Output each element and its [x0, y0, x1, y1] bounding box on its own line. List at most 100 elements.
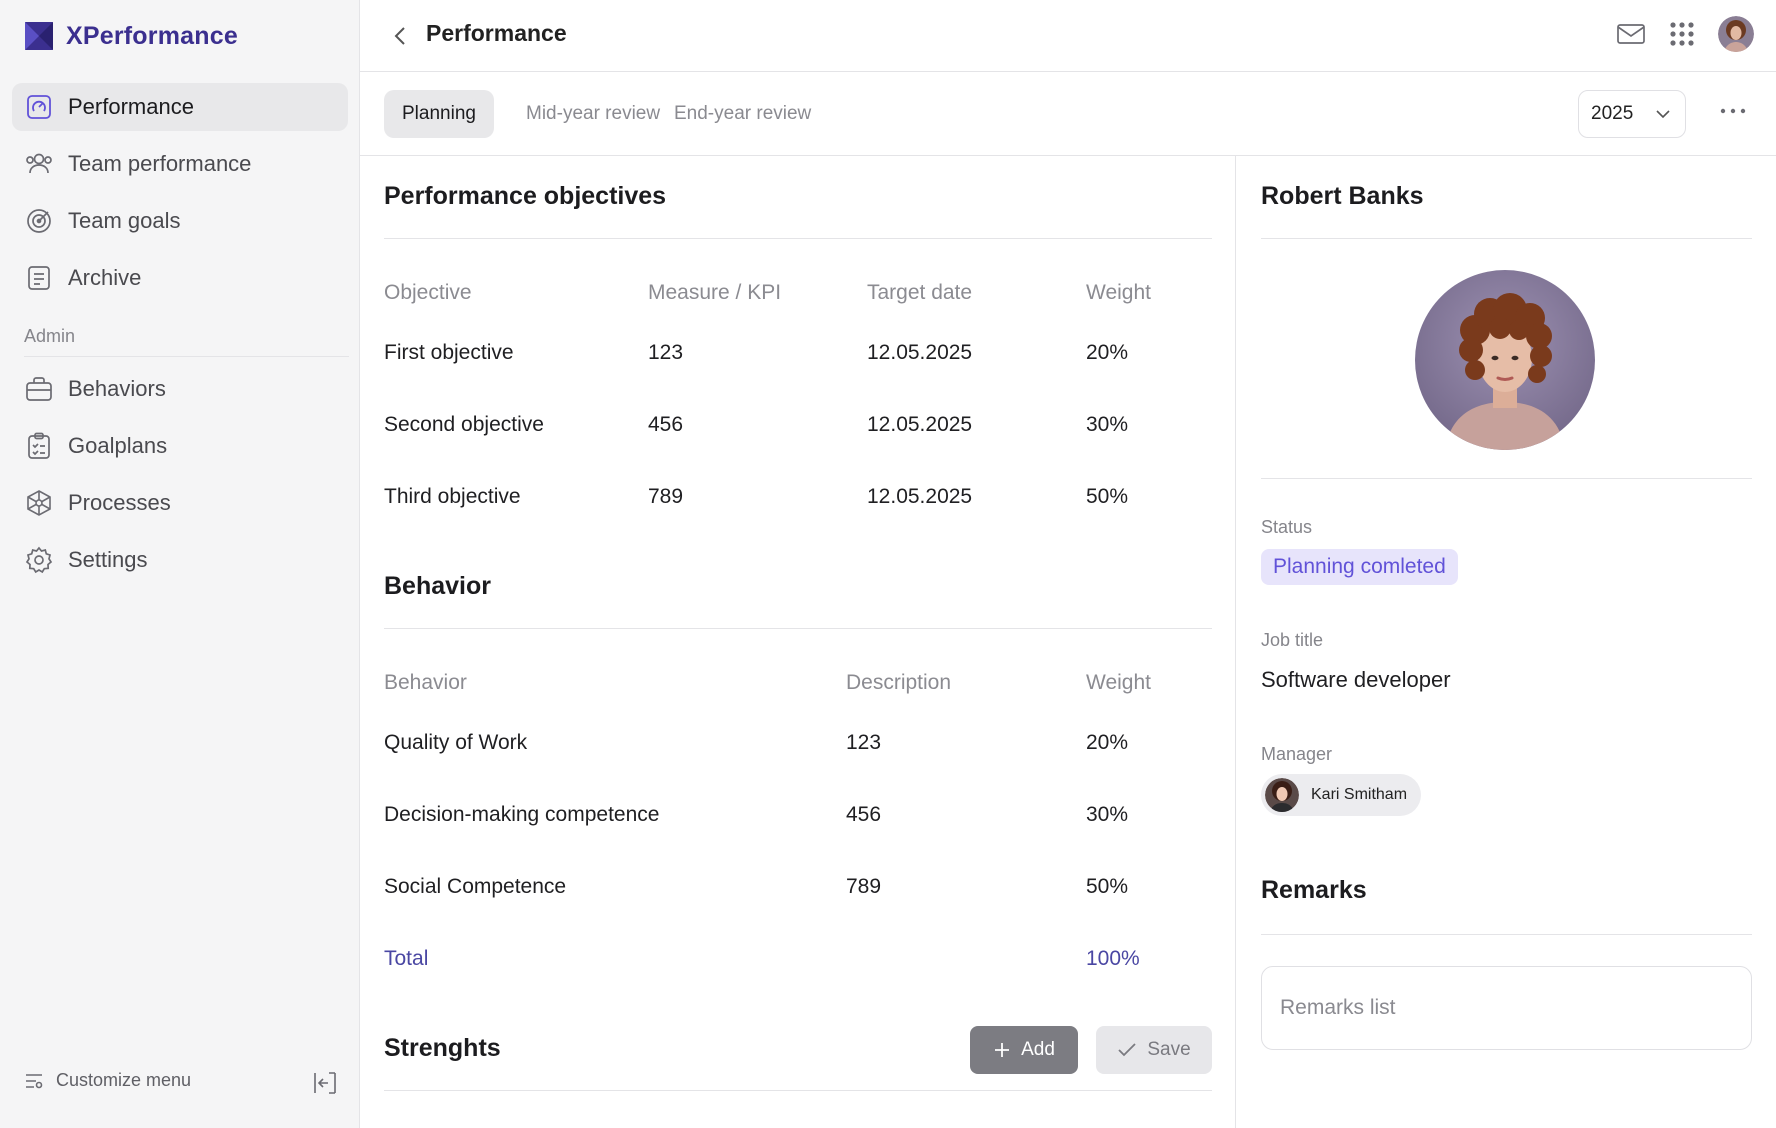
save-button[interactable]: Save: [1096, 1026, 1212, 1074]
archive-icon: [24, 263, 54, 293]
tabs-bar: Planning Mid-year review End-year review…: [360, 72, 1776, 156]
column-header: Weight: [1086, 671, 1151, 694]
manager-name: Kari Smitham: [1311, 786, 1408, 803]
divider: [384, 628, 1212, 629]
table-cell: 123: [846, 731, 882, 754]
table-cell: 789: [846, 875, 882, 898]
mail-icon[interactable]: [1616, 22, 1646, 46]
table-cell: 456: [846, 803, 882, 826]
back-button[interactable]: [390, 24, 412, 53]
status-label: Status: [1261, 517, 1313, 537]
add-button[interactable]: Add: [970, 1026, 1078, 1074]
clipboard-icon: [24, 431, 54, 461]
table-cell: 12.05.2025: [867, 413, 973, 436]
menu-settings-icon: [26, 1073, 43, 1088]
behavior-title: Behavior: [384, 572, 491, 600]
top-bar: Performance: [360, 0, 1776, 72]
table-cell: Second objective: [384, 413, 544, 436]
sidebar-item-behaviors[interactable]: Behaviors: [12, 365, 348, 413]
tab-mid-year-review[interactable]: Mid-year review: [526, 103, 661, 124]
objectives-title: Performance objectives: [384, 182, 667, 210]
collapse-sidebar-button[interactable]: [312, 1070, 338, 1101]
job-title-value: Software developer: [1261, 667, 1451, 692]
check-icon: [1118, 1043, 1136, 1057]
logo-icon: [25, 22, 53, 50]
table-cell: 50%: [1086, 875, 1129, 898]
employee-photo: [1415, 270, 1595, 450]
table-cell: 456: [648, 413, 684, 436]
column-header: Measure / KPI: [648, 281, 782, 304]
app-name: XPerformance: [66, 21, 238, 50]
customize-menu-label: Customize menu: [56, 1070, 192, 1090]
sidebar-item-label: Team performance: [68, 151, 252, 176]
column-header: Description: [846, 671, 952, 694]
performance-icon: [24, 92, 54, 122]
sidebar-item-settings[interactable]: Settings: [12, 536, 348, 584]
year-value: 2025: [1591, 103, 1634, 124]
sidebar-item-team-goals[interactable]: Team goals: [12, 197, 348, 245]
table-cell: 30%: [1086, 803, 1129, 826]
team-icon: [24, 149, 54, 179]
chevron-down-icon: [1656, 110, 1670, 119]
remarks-placeholder: Remarks list: [1280, 996, 1396, 1019]
table-cell: 789: [648, 485, 684, 508]
tab-end-year-review[interactable]: End-year review: [674, 103, 812, 124]
collapse-icon: [314, 1072, 336, 1094]
table-cell: 30%: [1086, 413, 1129, 436]
strengths-title: Strenghts: [384, 1034, 501, 1062]
save-button-label: Save: [1147, 1039, 1191, 1060]
table-cell: 20%: [1086, 731, 1129, 754]
table-cell: Decision-making competence: [384, 803, 660, 826]
sidebar-item-label: Goalplans: [68, 433, 168, 458]
more-options-button[interactable]: [1720, 102, 1746, 120]
add-button-label: Add: [1021, 1039, 1055, 1060]
divider: [1261, 238, 1752, 239]
sidebar-item-label: Archive: [68, 265, 142, 290]
sidebar-item-label: Team goals: [68, 208, 181, 233]
divider: [384, 1090, 1212, 1091]
job-title-label: Job title: [1261, 630, 1324, 650]
gear-icon: [24, 545, 54, 575]
divider: [384, 238, 1212, 239]
table-cell: Third objective: [384, 485, 521, 508]
admin-section-label: Admin: [24, 326, 76, 346]
year-select[interactable]: 2025: [1578, 90, 1686, 138]
user-avatar[interactable]: [1718, 16, 1754, 52]
sidebar-item-goalplans[interactable]: Goalplans: [12, 422, 348, 470]
table-cell: 50%: [1086, 485, 1129, 508]
customize-menu-button[interactable]: Customize menu: [24, 1070, 191, 1091]
column-header: Weight: [1086, 281, 1151, 304]
plus-icon: [995, 1043, 1010, 1057]
page-title: Performance: [426, 20, 567, 46]
manager-label: Manager: [1261, 744, 1333, 764]
profile-panel: Robert Banks Status Planning comleted Jo…: [1237, 156, 1776, 1128]
table-cell: 20%: [1086, 341, 1129, 364]
table-cell: 123: [648, 341, 684, 364]
target-icon: [24, 206, 54, 236]
sidebar-item-team-performance[interactable]: Team performance: [12, 140, 348, 188]
status-badge: Planning comleted: [1261, 549, 1458, 585]
divider: [1261, 934, 1752, 935]
network-icon: [24, 488, 54, 518]
app-logo[interactable]: XPerformance: [24, 18, 238, 54]
sidebar-item-processes[interactable]: Processes: [12, 479, 348, 527]
main-content: Performance objectives Objective Measure…: [360, 156, 1236, 1128]
sidebar-item-label: Processes: [68, 490, 171, 515]
sidebar-item-performance[interactable]: Performance: [12, 83, 348, 131]
sidebar-item-label: Performance: [68, 94, 194, 119]
sidebar: XPerformance Performance Team performanc…: [0, 0, 360, 1128]
manager-chip[interactable]: Kari Smitham: [1261, 774, 1422, 816]
apps-grid-icon[interactable]: [1668, 20, 1696, 48]
sidebar-item-archive[interactable]: Archive: [12, 254, 348, 302]
more-horizontal-icon: [1720, 108, 1746, 114]
remarks-field[interactable]: Remarks list: [1261, 966, 1752, 1050]
sidebar-item-label: Settings: [68, 547, 148, 572]
briefcase-icon: [24, 374, 54, 404]
table-cell: First objective: [384, 341, 514, 364]
table-cell: Social Competence: [384, 875, 567, 898]
tab-planning[interactable]: Planning: [384, 90, 494, 138]
table-cell: 12.05.2025: [867, 485, 973, 508]
column-header: Target date: [867, 281, 973, 304]
column-header: Behavior: [384, 671, 467, 694]
sidebar-item-label: Behaviors: [68, 376, 166, 401]
